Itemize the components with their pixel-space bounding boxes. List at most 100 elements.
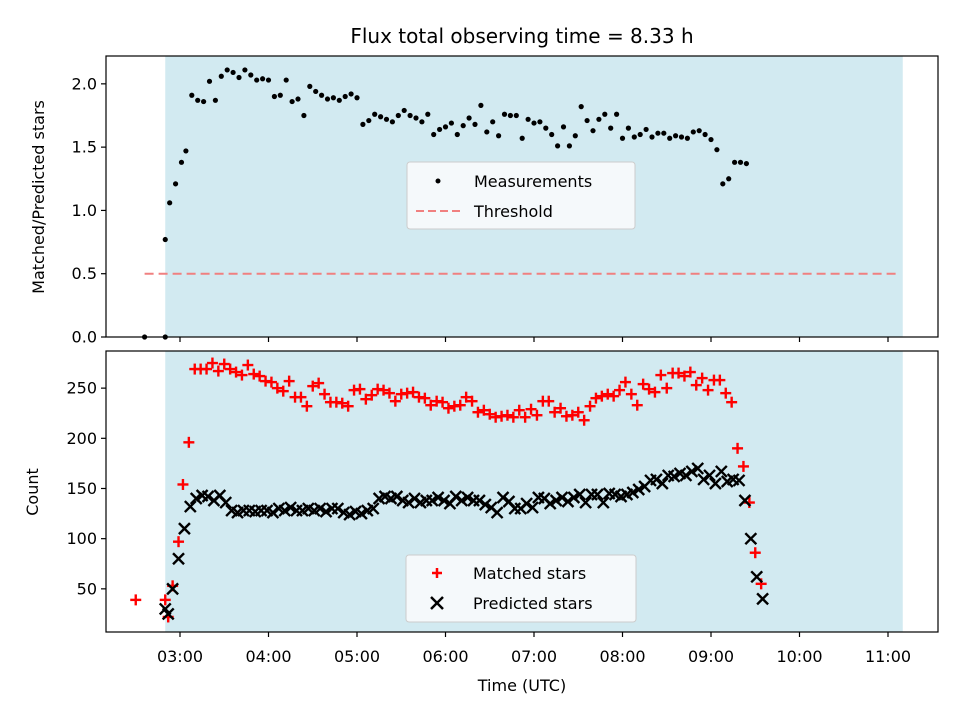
measurement-point [496,133,502,139]
measurement-point [167,200,173,206]
measurement-point [183,148,189,154]
measurement-point [378,114,384,120]
matched-star-point [543,395,555,407]
matched-star-point [572,406,584,418]
y-tick-label: 200 [66,429,97,448]
predicted-star-point [756,592,769,606]
measurement-point [401,107,407,114]
measurement-point [578,104,584,110]
legend-marker-predicted [430,596,444,610]
measurement-point [354,95,360,101]
measurement-point [584,117,590,124]
matched-star-point [637,378,649,390]
matched-star-point [478,404,490,416]
matched-star-point [525,403,537,415]
matched-star-point [519,411,531,423]
matched-star-point [230,366,242,378]
measurement-point [614,111,620,117]
measurement-point [649,134,655,140]
x-tick-label: 08:00 [599,647,645,666]
measurement-point [484,129,490,135]
measurement-point [637,131,643,138]
measurement-point [708,136,714,143]
top-legend: Measurements Threshold [406,161,636,230]
predicted-star-point [573,488,587,501]
matched-star-point [254,370,266,382]
predicted-star-point [561,495,575,508]
bottom-legend: Matched stars Predicted stars [405,554,637,623]
measurement-point [218,73,224,79]
matched-star-point [389,395,401,407]
measurement-point [501,111,508,117]
y-tick-label: 2.0 [72,74,97,93]
predicted-star-point [691,462,705,475]
matched-star-point [437,396,449,408]
measurement-point [265,77,272,83]
x-tick-label: 10:00 [776,647,822,666]
bottom-y-axis-label: Count [23,468,42,516]
measurement-point [419,119,425,125]
measurement-point [242,67,248,73]
predicted-star-point [402,496,415,509]
measurement-point [667,135,673,141]
measurement-point [673,133,679,139]
matched-star-point [673,367,685,379]
y-tick-label: 1.5 [72,138,97,157]
axes-frame [105,350,939,633]
measurement-point [560,124,567,130]
measurement-point [313,88,319,95]
measurement-point [348,91,354,97]
matched-star-point [407,386,419,398]
measurement-point [425,111,431,117]
measurement-point [395,112,401,119]
measurement-point [478,102,484,108]
predicted-star-point [697,473,710,486]
measurement-point [336,97,342,103]
legend-marker-matched [432,568,442,578]
measurement-point [448,120,454,126]
matched-star-point [531,409,543,421]
matched-star-point [366,389,378,401]
measurement-point [543,125,549,131]
matched-star-point [566,409,578,421]
predicted-star-point [172,552,185,566]
measurement-point [212,97,218,103]
matched-star-point [201,363,213,375]
matched-star-point [307,380,319,392]
measurement-point [732,159,738,165]
measurement-point [206,78,213,84]
measurement-point [661,130,667,136]
measurement-point [372,111,378,117]
matched-star-point [513,404,525,416]
predicted-star-point [178,522,191,535]
measurement-point [631,134,637,140]
matched-star-point [442,402,454,414]
matched-star-point [419,392,431,404]
legend-label-measurements: Measurements [474,172,592,191]
measurement-point [684,135,691,141]
legend-marker-measurements [435,178,441,184]
measurement-point [702,131,708,138]
matched-star-point [173,536,185,548]
legend-box [406,161,636,230]
predicted-star-point [591,488,604,501]
matched-star-point [484,408,496,420]
matched-star-point [596,390,608,402]
measurement-point [324,96,331,102]
matched-star-point [649,386,661,398]
predicted-star-point [596,496,610,509]
measurement-point [507,112,513,119]
matched-star-point [265,376,277,388]
matched-star-point [720,387,732,399]
matched-star-point [271,382,283,394]
predicted-star-point [183,500,197,513]
matched-star-point [383,387,395,399]
y-tick-label: 1.0 [72,201,97,220]
measurement-point [319,92,325,98]
measurement-point [590,128,596,134]
matched-star-point [206,357,218,369]
x-tick-label: 05:00 [334,647,380,666]
predicted-star-point [161,607,175,621]
predicted-star-point [449,490,463,503]
